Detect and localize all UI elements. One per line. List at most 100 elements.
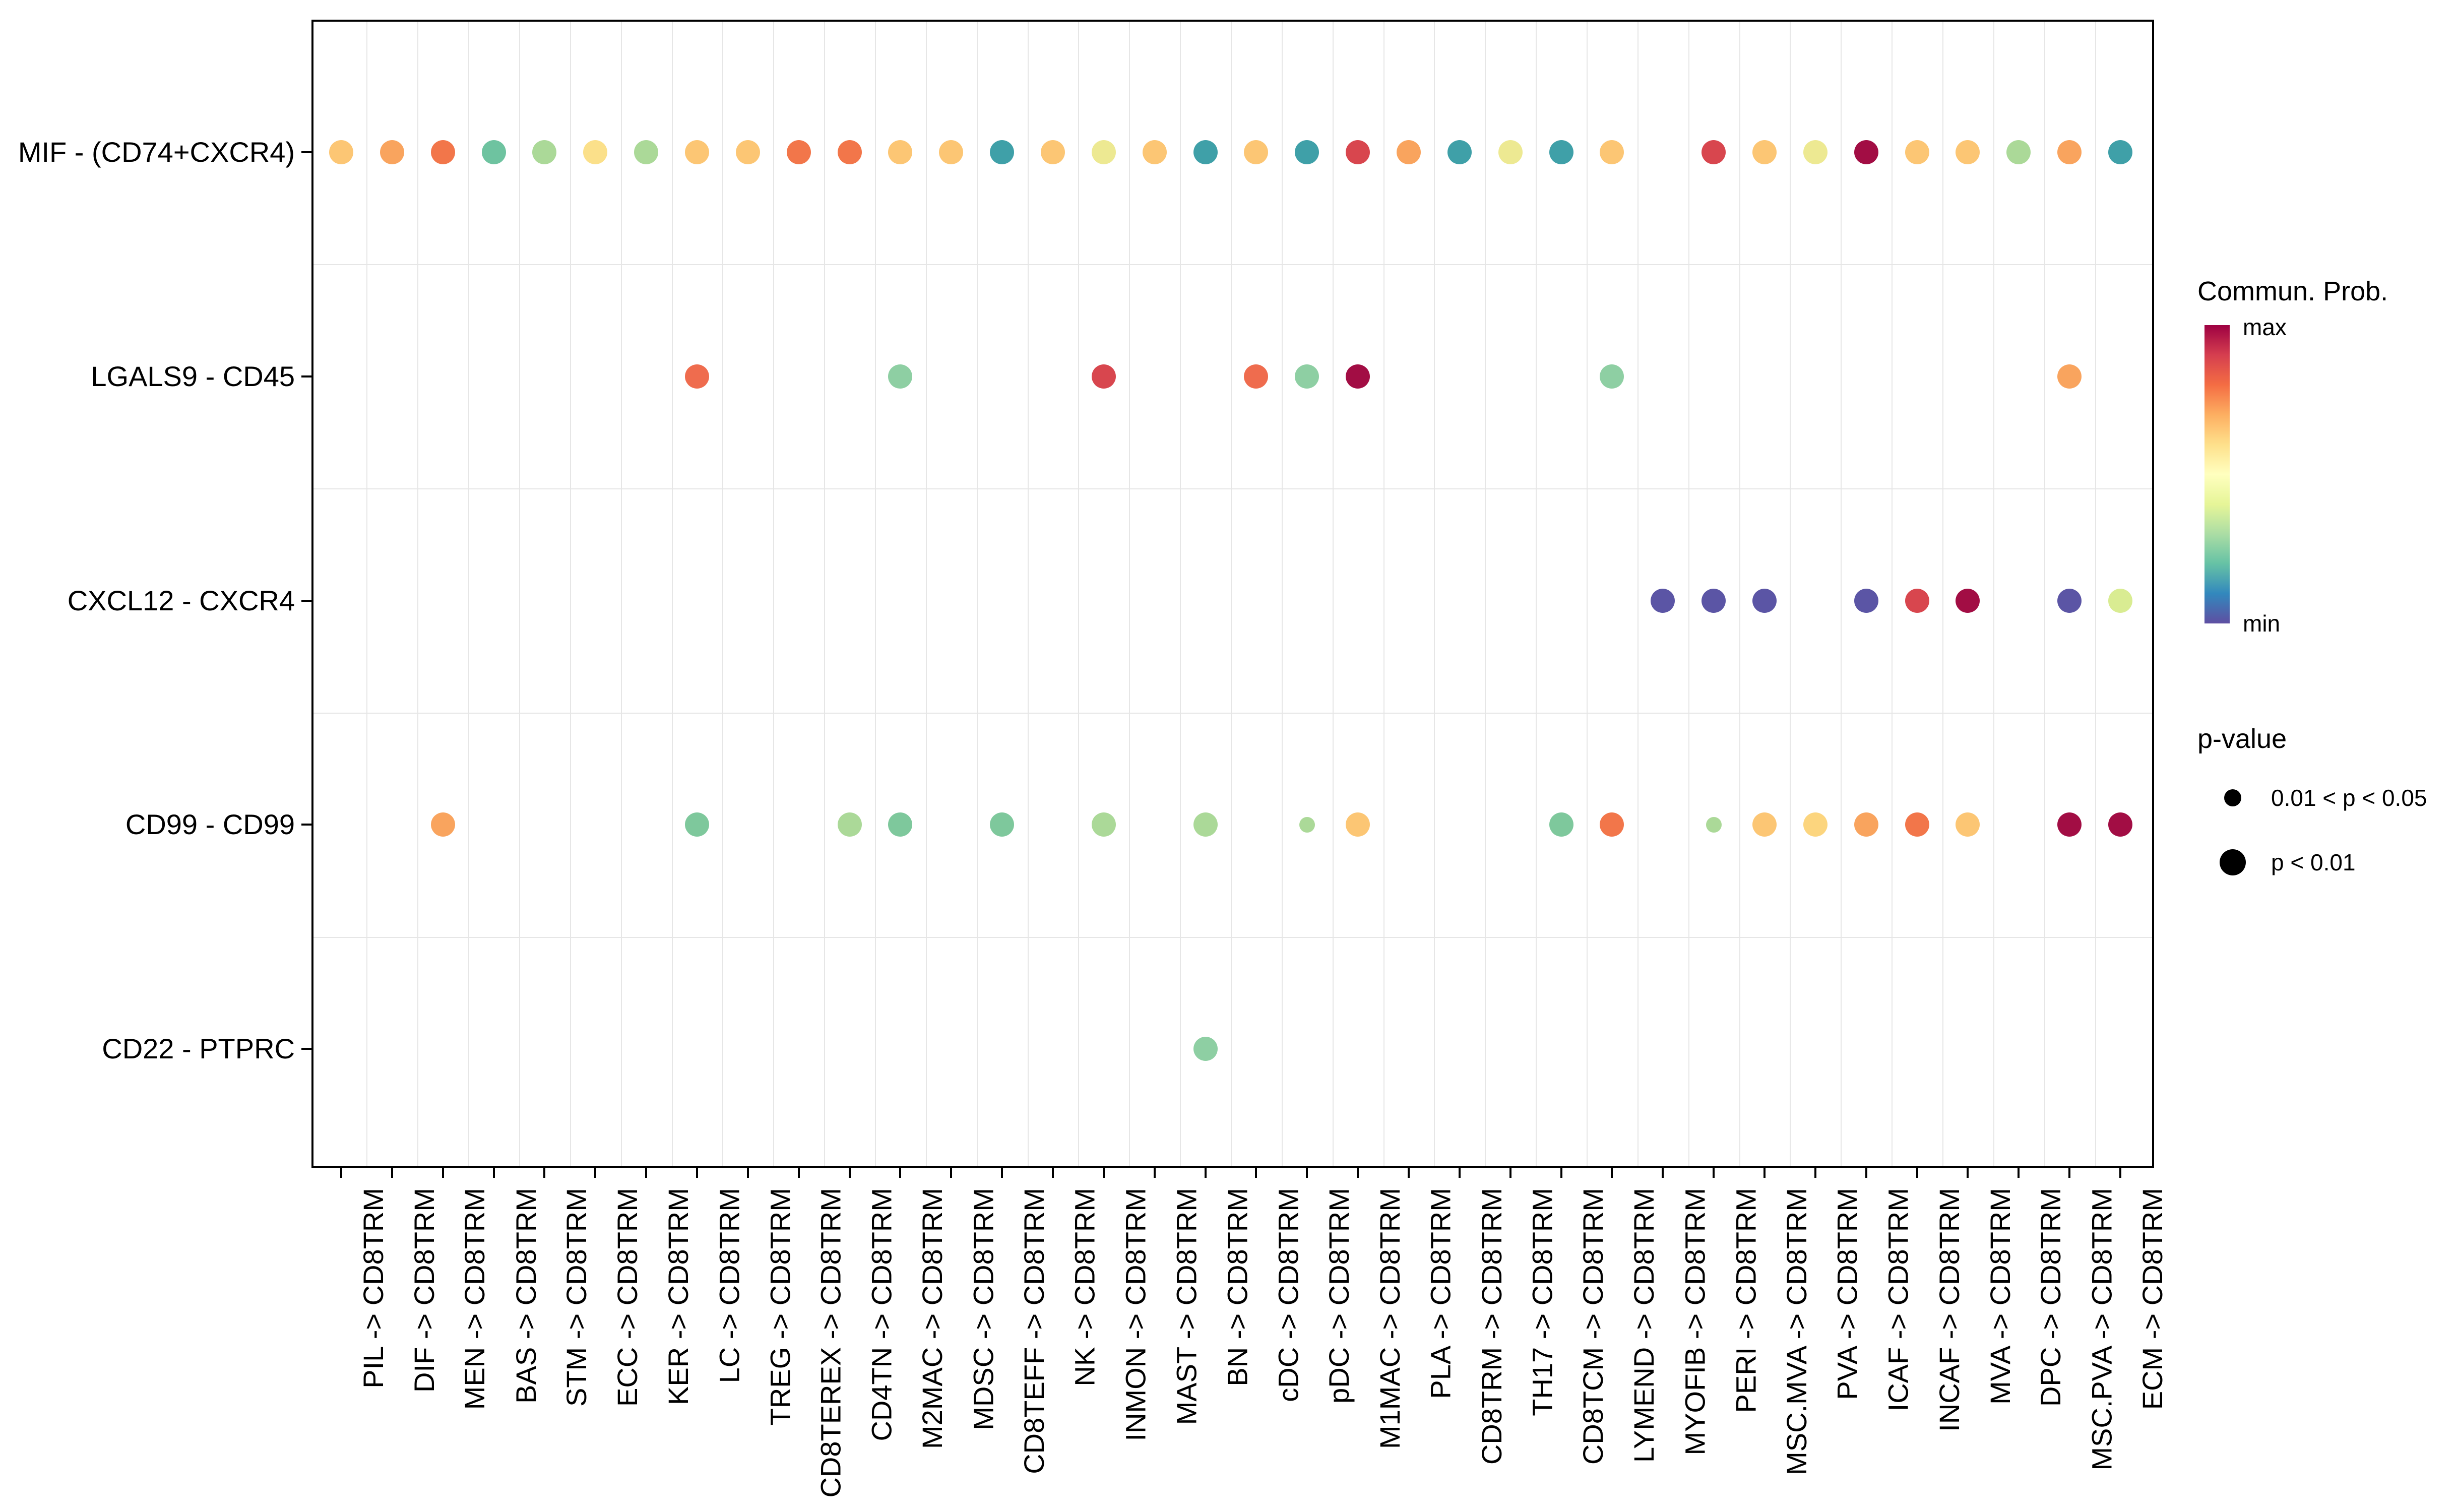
data-point bbox=[1549, 812, 1573, 837]
data-point bbox=[2057, 364, 2082, 389]
data-point bbox=[2108, 588, 2132, 613]
data-point bbox=[1752, 140, 1777, 164]
vertical-gridline bbox=[1536, 22, 1537, 1166]
x-axis-tick bbox=[1102, 1168, 1105, 1178]
vertical-gridline bbox=[1434, 22, 1435, 1166]
x-axis-label: pDC -> CD8TRM bbox=[1323, 1188, 1355, 1404]
horizontal-gridline bbox=[313, 936, 2152, 938]
y-axis-label: CD22 - PTPRC bbox=[102, 1033, 295, 1064]
y-axis-label: LGALS9 - CD45 bbox=[91, 360, 295, 392]
x-axis-tick bbox=[2119, 1168, 2121, 1178]
x-axis-label: LC -> CD8TRM bbox=[713, 1188, 745, 1383]
vertical-gridline bbox=[1892, 22, 1893, 1166]
x-axis-label: TREG -> CD8TRM bbox=[764, 1188, 796, 1426]
vertical-gridline bbox=[417, 22, 419, 1166]
y-axis-tick bbox=[301, 375, 311, 377]
x-axis-label: MVA -> CD8TRM bbox=[1984, 1188, 2016, 1405]
horizontal-gridline bbox=[313, 264, 2152, 266]
data-point bbox=[1244, 140, 1269, 164]
data-point bbox=[1905, 588, 1929, 613]
vertical-gridline bbox=[1383, 22, 1384, 1166]
vertical-gridline bbox=[366, 22, 368, 1166]
vertical-gridline bbox=[570, 22, 571, 1166]
data-point bbox=[1956, 812, 1980, 837]
x-axis-tick bbox=[746, 1168, 749, 1178]
x-axis-label: BN -> CD8TRM bbox=[1221, 1188, 1253, 1387]
x-axis-label: MSC.MVA -> CD8TRM bbox=[1781, 1188, 1812, 1475]
pvalue-large-label: p < 0.01 bbox=[2271, 849, 2356, 875]
x-axis-label: PLA -> CD8TRM bbox=[1425, 1188, 1457, 1399]
pvalue-small-label: 0.01 < p < 0.05 bbox=[2271, 785, 2427, 811]
x-axis-tick bbox=[1967, 1168, 1969, 1178]
x-axis-tick bbox=[2018, 1168, 2020, 1178]
data-point bbox=[1295, 140, 1319, 164]
data-point bbox=[1447, 140, 1472, 164]
vertical-gridline bbox=[874, 22, 876, 1166]
x-axis-label: DPC -> CD8TRM bbox=[2035, 1188, 2067, 1407]
x-axis-tick bbox=[1051, 1168, 1054, 1178]
x-axis-label: MAST -> CD8TRM bbox=[1170, 1188, 1203, 1425]
vertical-gridline bbox=[925, 22, 927, 1166]
vertical-gridline bbox=[1485, 22, 1486, 1166]
x-axis-label: cDC -> CD8TRM bbox=[1272, 1188, 1304, 1402]
pvalue-large-dot-icon bbox=[2220, 849, 2246, 875]
plot-panel bbox=[311, 20, 2154, 1168]
x-axis-label: MYOFIB -> CD8TRM bbox=[1679, 1188, 1711, 1456]
x-axis-tick bbox=[1713, 1168, 1715, 1178]
x-axis-label: KER -> CD8TRM bbox=[662, 1188, 695, 1405]
colorbar-min-label: min bbox=[2243, 610, 2281, 637]
x-axis-tick bbox=[1001, 1168, 1003, 1178]
data-point bbox=[1803, 812, 1828, 837]
x-axis-label: PIL -> CD8TRM bbox=[357, 1188, 389, 1389]
data-point bbox=[1193, 140, 1218, 164]
x-axis-label: NK -> CD8TRM bbox=[1069, 1188, 1101, 1387]
data-point bbox=[1706, 816, 1722, 833]
x-axis-tick bbox=[1611, 1168, 1613, 1178]
vertical-gridline bbox=[1078, 22, 1080, 1166]
x-axis-tick bbox=[340, 1168, 342, 1178]
vertical-gridline bbox=[1332, 22, 1334, 1166]
y-axis-label: MIF - (CD74+CXCR4) bbox=[18, 136, 295, 168]
data-point bbox=[481, 140, 506, 164]
x-axis-label: CD8TRM -> CD8TRM bbox=[1475, 1188, 1507, 1465]
y-axis-label: CD99 - CD99 bbox=[125, 808, 295, 841]
data-point bbox=[1295, 364, 1319, 389]
x-axis-label: ECM -> CD8TRM bbox=[2136, 1188, 2168, 1410]
data-point bbox=[1346, 812, 1370, 837]
x-axis-label: CD4TN -> CD8TRM bbox=[865, 1188, 898, 1441]
horizontal-gridline bbox=[313, 712, 2152, 714]
data-point bbox=[1091, 364, 1116, 389]
x-axis-tick bbox=[1153, 1168, 1156, 1178]
data-point bbox=[430, 140, 455, 164]
vertical-gridline bbox=[1841, 22, 1842, 1166]
data-point bbox=[329, 140, 353, 164]
vertical-gridline bbox=[1180, 22, 1181, 1166]
vertical-gridline bbox=[1993, 22, 1994, 1166]
x-axis-label: BAS -> CD8TRM bbox=[510, 1188, 542, 1404]
y-axis-tick bbox=[301, 1048, 311, 1050]
data-point bbox=[1752, 588, 1777, 613]
data-point bbox=[1600, 812, 1624, 837]
x-axis-tick bbox=[899, 1168, 902, 1178]
vertical-gridline bbox=[2095, 22, 2096, 1166]
data-point bbox=[1854, 812, 1878, 837]
vertical-gridline bbox=[468, 22, 470, 1166]
data-point bbox=[634, 140, 659, 164]
data-point bbox=[1346, 364, 1370, 389]
vertical-gridline bbox=[722, 22, 724, 1166]
data-point bbox=[1956, 588, 1980, 613]
x-axis-tick bbox=[1916, 1168, 1918, 1178]
vertical-gridline bbox=[1586, 22, 1588, 1166]
data-point bbox=[1040, 140, 1065, 164]
data-point bbox=[1193, 1037, 1218, 1061]
data-point bbox=[735, 140, 760, 164]
data-point bbox=[380, 140, 404, 164]
x-axis-label: TH17 -> CD8TRM bbox=[1526, 1188, 1558, 1416]
data-point bbox=[888, 140, 913, 164]
x-axis-tick bbox=[1814, 1168, 1816, 1178]
data-point bbox=[1091, 812, 1116, 837]
vertical-gridline bbox=[824, 22, 826, 1166]
x-axis-label: PVA -> CD8TRM bbox=[1831, 1188, 1863, 1400]
data-point bbox=[2108, 812, 2132, 837]
